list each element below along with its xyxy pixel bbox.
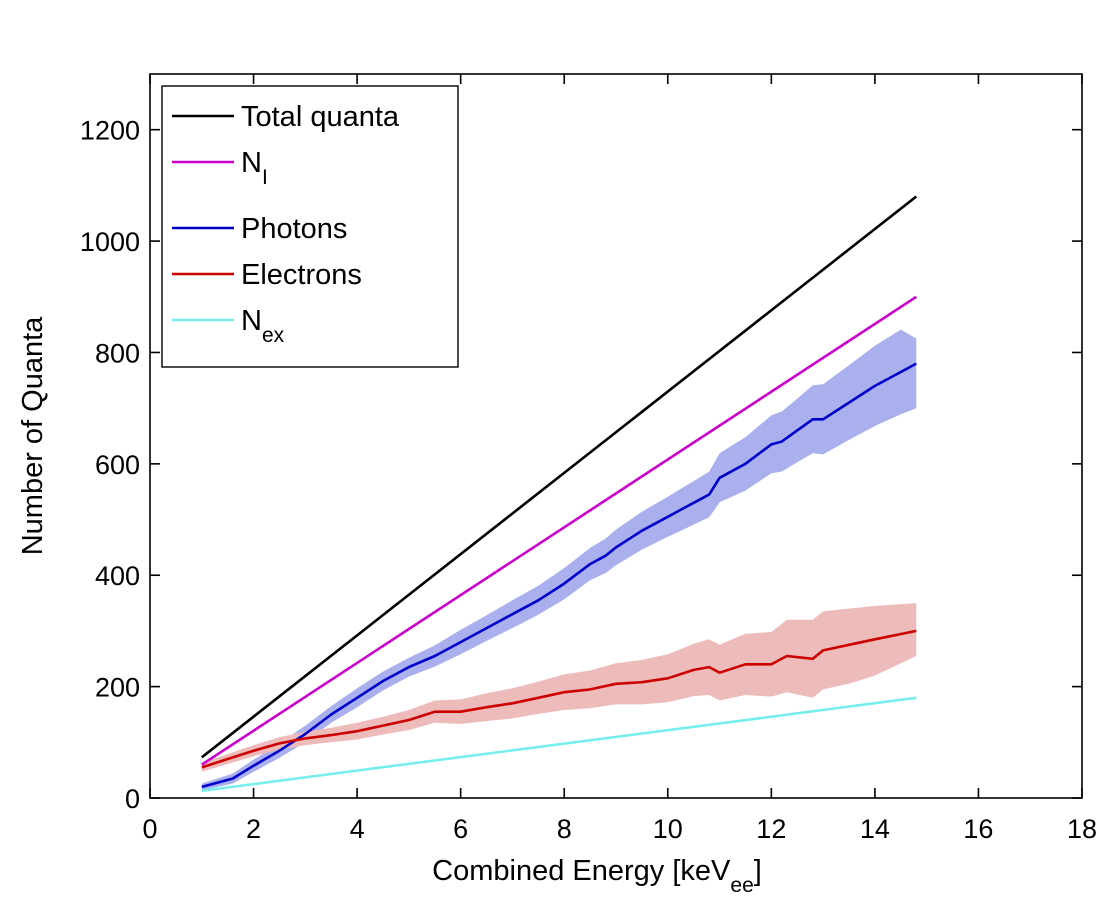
x-tick-label: 0 xyxy=(142,814,157,844)
x-axis-label: Combined Energy [keVee] xyxy=(432,855,762,897)
legend-label-nex: Nex xyxy=(241,305,285,347)
y-tick-label: 400 xyxy=(95,561,140,591)
x-tick-label: 18 xyxy=(1067,814,1097,844)
y-axis-label: Number of Quanta xyxy=(17,316,49,555)
y-tick-label: 1200 xyxy=(80,116,140,146)
series-line-ni xyxy=(201,295,918,766)
x-tick-label: 10 xyxy=(653,814,683,844)
x-tick-label: 16 xyxy=(963,814,993,844)
x-tick-label: 6 xyxy=(453,814,468,844)
y-tick-label: 200 xyxy=(95,673,140,703)
band-photons xyxy=(201,329,917,791)
y-tick-label: 0 xyxy=(125,784,140,814)
x-tick-label: 12 xyxy=(756,814,786,844)
band-electrons xyxy=(201,603,917,772)
legend-label-electrons: Electrons xyxy=(241,259,362,291)
y-tick-label: 600 xyxy=(95,450,140,480)
series-line-photons xyxy=(201,362,917,789)
x-tick-label: 14 xyxy=(860,814,890,844)
x-tick-label: 4 xyxy=(350,814,365,844)
x-tick-label: 8 xyxy=(557,814,572,844)
axes-box xyxy=(149,73,1083,799)
x-tick-label: 2 xyxy=(246,814,261,844)
legend-label-photons: Photons xyxy=(241,213,347,245)
series-line-total-quanta xyxy=(200,195,918,759)
legend-label-total-quanta: Total quanta xyxy=(241,101,400,133)
series-line-electrons xyxy=(201,629,917,769)
y-tick-label: 1000 xyxy=(80,227,140,257)
y-tick-label: 800 xyxy=(95,338,140,368)
legend-label-ni: NI xyxy=(241,147,268,189)
series-line-nex xyxy=(201,696,917,793)
